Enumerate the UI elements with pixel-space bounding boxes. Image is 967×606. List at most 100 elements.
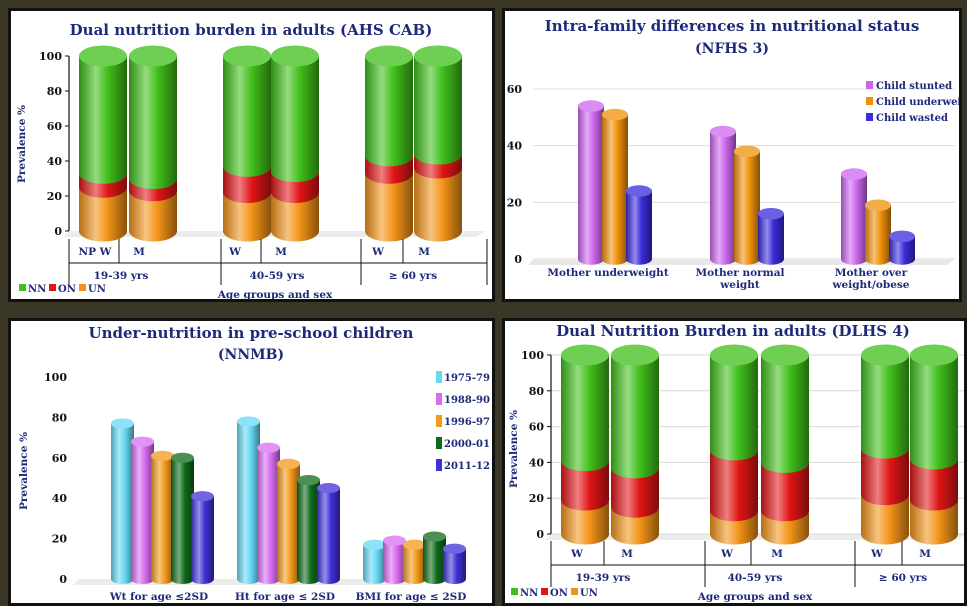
x-category-label: weight — [719, 279, 760, 291]
legend-label-UN: UN — [88, 284, 106, 295]
bar-1988-90-1-top — [131, 436, 154, 447]
x-category-label: NP W — [79, 246, 112, 258]
panel-dlhs4: Dual Nutrition Burden in adults (DLHS 4)… — [502, 318, 967, 606]
bar-2000-01-2-body — [297, 480, 320, 585]
bar-Child-wasted-3 — [889, 230, 915, 265]
bar-1996-97-3-body — [403, 544, 426, 585]
chart-title: Dual Nutrition Burden in adults (DLHS 4) — [556, 322, 910, 340]
y-tick-label: 0 — [536, 528, 544, 541]
bar-NN-4-top — [271, 45, 319, 67]
bar-Child-underweight-3 — [865, 199, 891, 265]
x-category-label: W — [870, 548, 883, 560]
bar-NN-1-body — [561, 355, 609, 472]
bar-NN-2-body — [129, 56, 177, 190]
bar-2011-12-1-body — [191, 496, 214, 585]
bar-1975-79-1-body — [111, 423, 134, 585]
y-tick-label: 20 — [507, 196, 523, 209]
bar-Child-stunted-3-top — [841, 168, 867, 180]
bar-UN-6-body — [414, 168, 462, 242]
bar-2000-01-3-body — [423, 536, 446, 585]
bar-NN-3 — [223, 45, 271, 177]
bar-UN-1-body — [79, 187, 127, 242]
bar-ON-2-body — [611, 467, 659, 518]
x-axis-label: Age groups and sex — [217, 289, 333, 299]
bar-Child-wasted-2 — [758, 207, 784, 265]
bar-NN-5-body — [365, 56, 413, 167]
bar-1975-79-3 — [363, 539, 386, 585]
bar-Child-underweight-1-body — [602, 114, 628, 265]
bar-Child-underweight-2 — [734, 145, 760, 265]
x-category-label: weight/obese — [832, 279, 910, 291]
y-tick-label: 80 — [529, 385, 545, 398]
bar-1975-79-2-body — [237, 421, 260, 585]
bar-2000-01-1 — [171, 452, 194, 585]
bar-2011-12-3-body — [443, 548, 466, 585]
bar-NN-2-top — [611, 344, 659, 366]
bar-1996-97-2-top — [277, 458, 300, 469]
bar-1996-97-2 — [277, 458, 300, 585]
bar-UN-5-body — [365, 173, 413, 242]
y-axis-label: Prevalence % — [18, 432, 30, 510]
legend-swatch — [436, 459, 442, 471]
x-category-label: W — [570, 548, 583, 560]
bar-UN-2-body — [129, 190, 177, 242]
y-tick-label: 100 — [521, 349, 544, 362]
legend-label: 2011-12 — [444, 461, 490, 472]
chart-nnmb: Under-nutrition in pre-school children (N… — [18, 324, 490, 603]
x-group-label: 19-39 yrs — [94, 270, 149, 282]
legend-label-ON: ON — [550, 588, 568, 599]
bar-2000-01-3-top — [423, 531, 446, 542]
x-group-label: ≥ 60 yrs — [879, 572, 927, 584]
bar-NN-1 — [79, 45, 127, 184]
bar-NN-5-top — [861, 344, 909, 366]
bar-2000-01-2 — [297, 474, 320, 585]
x-category-label: Wt for age ≤2SD — [109, 591, 208, 603]
bar-NN-5 — [365, 45, 413, 167]
bar-1996-97-1-body — [151, 455, 174, 585]
legend-label: Child stunted — [876, 81, 952, 92]
bar-NN-4-body — [761, 355, 809, 473]
bar-Child-wasted-3-top — [889, 230, 915, 243]
legend-label: 1975-79 — [444, 373, 490, 384]
x-category-label: M — [133, 246, 145, 258]
bar-Child-stunted-1-top — [578, 100, 604, 112]
bar-2011-12-3 — [443, 543, 466, 585]
y-tick-label: 40 — [47, 155, 63, 168]
y-tick-label: 20 — [529, 492, 545, 505]
bar-NN-3-body — [710, 355, 758, 461]
y-tick-label: 40 — [529, 456, 545, 469]
chart-nfhs3: Intra-family differences in nutritional … — [507, 17, 959, 291]
x-category-label: M — [275, 246, 287, 258]
y-tick-label: 0 — [54, 225, 62, 238]
bar-2000-01-2-top — [297, 474, 320, 486]
bar-NN-6 — [414, 45, 462, 165]
legend-label: Child underweigh — [876, 97, 959, 108]
y-tick-label: 80 — [47, 85, 63, 98]
bar-2011-12-2-body — [317, 488, 340, 585]
bar-ON-3-body — [710, 449, 758, 522]
y-tick-label: 60 — [47, 120, 63, 133]
x-axis-label: Age groups and sex — [697, 591, 813, 603]
chart-title: Intra-family differences in nutritional … — [545, 17, 920, 35]
bar-1975-79-3-top — [363, 539, 386, 550]
bar-NN-5 — [861, 344, 909, 459]
y-axis-label: Prevalence % — [16, 105, 28, 183]
bar-Child-wasted-2-top — [758, 207, 784, 220]
bar-NN-1 — [561, 344, 609, 472]
bar-Child-underweight-1-top — [602, 108, 628, 121]
bar-NN-4 — [271, 45, 319, 183]
bar-Child-underweight-1 — [602, 108, 628, 265]
bar-2000-01-1-body — [171, 457, 194, 585]
legend-swatch-ON — [541, 588, 548, 595]
x-group-label: ≥ 60 yrs — [389, 270, 437, 282]
legend-swatch — [866, 97, 873, 105]
bar-1996-97-1 — [151, 450, 174, 585]
legend-label-NN: NN — [28, 284, 46, 295]
y-tick-label: 60 — [507, 83, 523, 96]
y-axis-label: Prevalence % — [508, 410, 520, 488]
x-category-label: Ht for age ≤ 2SD — [235, 591, 335, 603]
bar-1975-79-2 — [237, 416, 260, 585]
bar-Child-wasted-1 — [626, 185, 652, 265]
chart-subtitle: (NNMB) — [218, 347, 284, 363]
bar-UN-6-body — [910, 499, 958, 545]
